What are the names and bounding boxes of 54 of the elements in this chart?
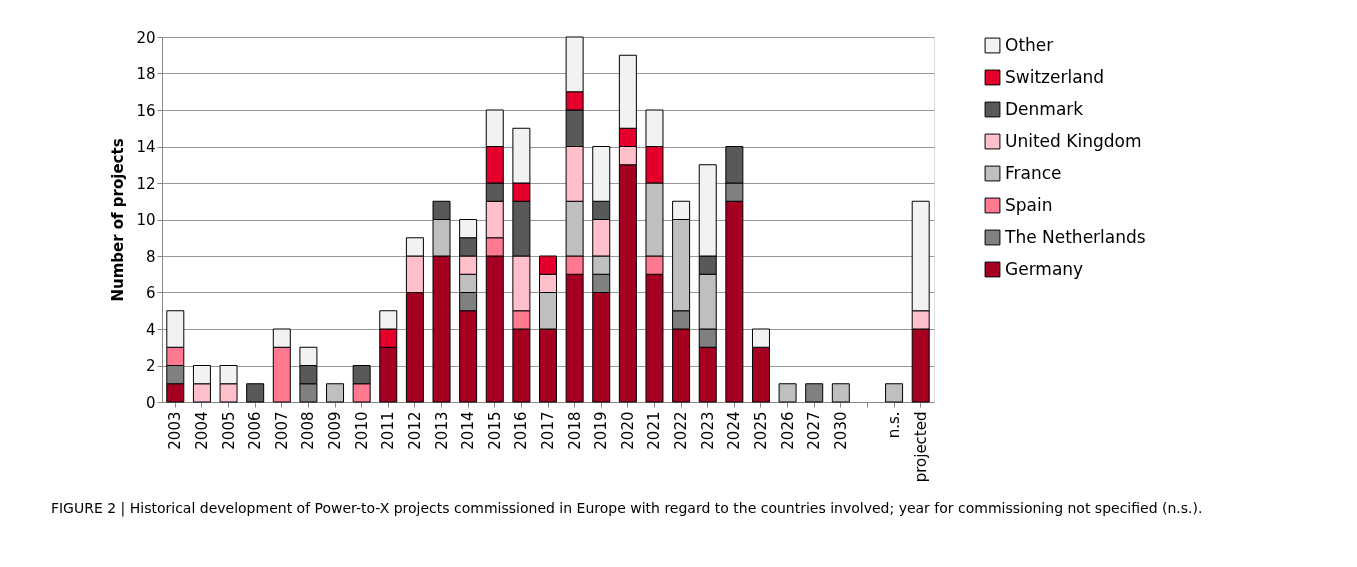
legend-label: Other xyxy=(1005,34,1054,55)
y-tick-label: 6 xyxy=(145,284,156,302)
bar xyxy=(885,383,904,403)
x-tick-label: 2010 xyxy=(352,411,371,450)
x-tick-label: 2023 xyxy=(698,411,717,450)
bar xyxy=(246,383,265,403)
legend-label: Germany xyxy=(1005,258,1084,279)
y-tick-label: 16 xyxy=(136,101,156,120)
x-tick-label: 2024 xyxy=(725,411,744,450)
x-tick-label: 2014 xyxy=(459,411,478,450)
x-tick-label: 2003 xyxy=(166,411,185,450)
y-tick-label: 2 xyxy=(145,357,156,375)
x-tick-label: projected xyxy=(911,411,930,483)
bar xyxy=(778,383,797,403)
bar xyxy=(831,383,850,403)
x-tick-label: 2019 xyxy=(592,411,611,450)
x-tick-label: 2009 xyxy=(326,411,345,450)
x-tick-label: 2012 xyxy=(405,411,424,450)
legend-label: France xyxy=(1005,162,1062,183)
x-tick-label: 2013 xyxy=(432,411,451,450)
legend-label: The Netherlands xyxy=(1004,226,1146,247)
x-tick-label: 2015 xyxy=(485,411,504,450)
x-tick-label: 2017 xyxy=(539,411,557,450)
x-tick-label: 2005 xyxy=(219,411,238,450)
legend-label: Switzerland xyxy=(1005,66,1105,87)
y-tick-label: 8 xyxy=(145,247,156,266)
x-tick-label: 2020 xyxy=(618,411,637,450)
x-tick-label: 2026 xyxy=(778,411,797,450)
y-tick-label: 18 xyxy=(136,65,156,83)
x-tick-label: n.s. xyxy=(885,411,904,439)
x-tick-label: 2006 xyxy=(246,411,265,450)
y-axis-title: Number of projects xyxy=(109,138,128,302)
legend-label: Denmark xyxy=(1005,98,1084,119)
y-tick-label: 14 xyxy=(136,138,156,156)
x-tick-label: 2008 xyxy=(299,411,318,450)
bar xyxy=(326,383,345,403)
y-tick-label: 0 xyxy=(145,393,156,412)
legend-label: United Kingdom xyxy=(1005,130,1142,151)
x-tick-label: 2027 xyxy=(805,411,824,450)
x-tick-label: 2007 xyxy=(272,411,291,450)
x-tick-label: 2025 xyxy=(751,411,770,450)
x-tick-label: 2030 xyxy=(831,411,850,450)
x-tick-label: 2018 xyxy=(565,411,584,450)
x-tick-label: 2022 xyxy=(672,411,691,450)
x-tick-label: 2011 xyxy=(379,411,398,450)
x-tick-label: 2021 xyxy=(645,411,664,450)
y-tick-label: 20 xyxy=(136,28,156,47)
y-tick-label: 12 xyxy=(136,174,156,193)
y-tick-label: 10 xyxy=(136,211,156,229)
x-tick-label: 2004 xyxy=(192,411,211,450)
y-tick-label: 4 xyxy=(145,320,156,339)
legend-label: Spain xyxy=(1005,194,1053,215)
caption: FIGURE 2 | Historical development of Power-to-X projects commissioned in Europe with regard to the countries involved; year for commissioning not specified (n.s.). xyxy=(50,499,1203,517)
x-tick-label: 2016 xyxy=(512,411,531,450)
